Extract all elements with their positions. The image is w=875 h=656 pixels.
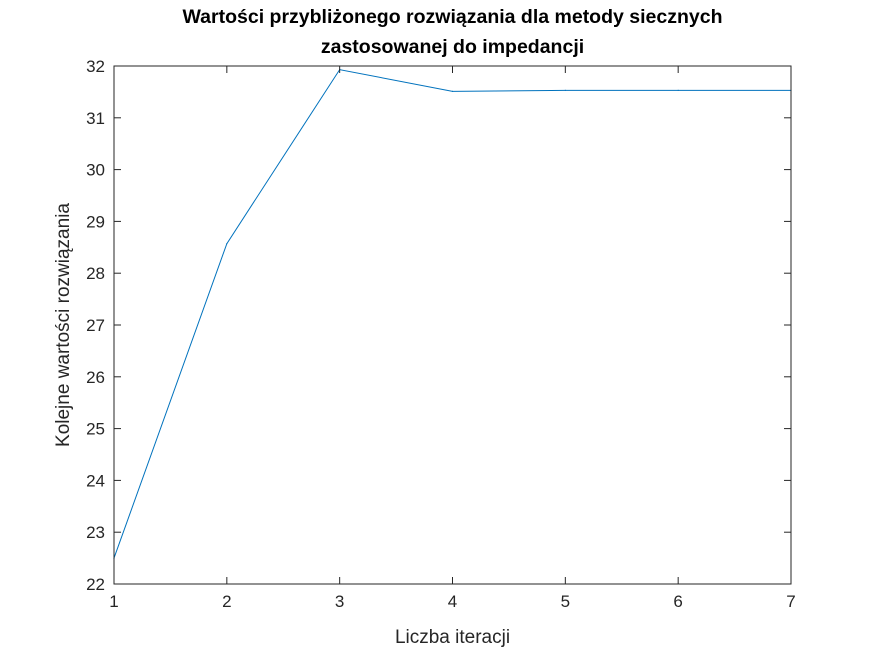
data-point [564,89,566,91]
y-tick-label: 32 [86,57,105,76]
y-tick-label: 30 [86,161,105,180]
plot-area [114,66,791,584]
y-tick-label: 28 [86,264,105,283]
x-tick-label: 7 [786,592,795,611]
y-tick-label: 27 [86,316,105,335]
y-tick-label: 23 [86,523,105,542]
x-tick-label: 2 [222,592,231,611]
chart-title-line-1: Wartości przybliżonego rozwiązania dla m… [182,6,723,28]
chart-title-line-2: zastosowanej do impedancji [320,36,585,58]
x-axis-label: Liczba iteracji [395,627,510,648]
data-point [451,90,454,92]
y-axis-label: Kolejne wartości rozwiązania [53,203,74,447]
x-tick-label: 5 [561,592,570,611]
y-tick-label: 26 [86,368,105,387]
data-point [226,243,228,245]
y-tick-label: 29 [86,212,105,231]
data-point [677,89,679,91]
x-tick-label: 6 [673,592,682,611]
y-tick-label: 31 [86,109,105,128]
x-tick-label: 4 [448,592,457,611]
y-tick-label: 22 [86,575,105,594]
x-tick-label: 1 [109,592,118,611]
y-tick-label: 25 [86,420,105,439]
x-tick-label: 3 [335,592,344,611]
y-tick-label: 24 [86,471,105,490]
